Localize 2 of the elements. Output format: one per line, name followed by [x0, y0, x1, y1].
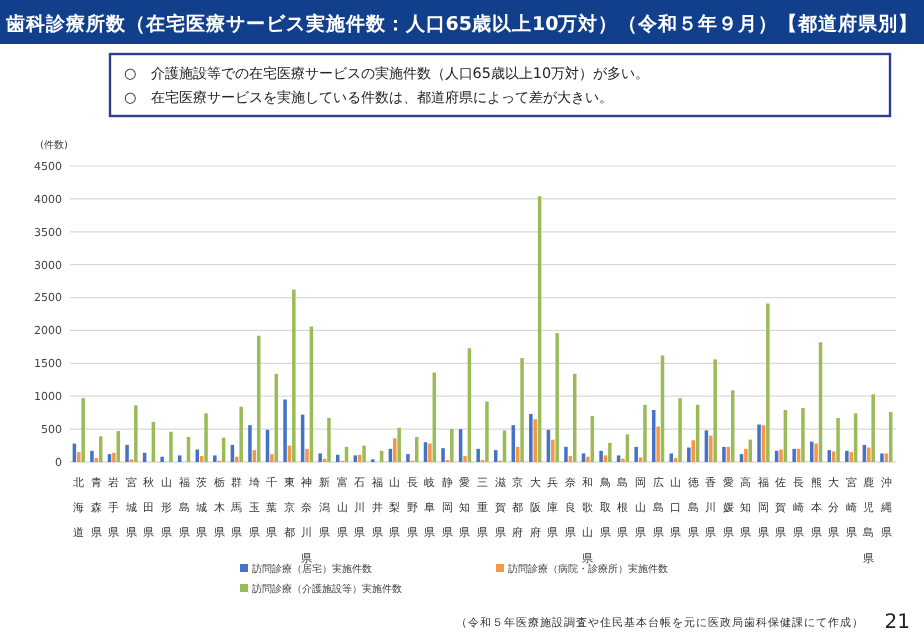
chart-title: 歯科診療所数（在宅医療サービス実施件数：人口65歳以上10万対）（令和５年９月）【都道府県別】	[3, 12, 919, 36]
text: 21	[884, 612, 910, 634]
